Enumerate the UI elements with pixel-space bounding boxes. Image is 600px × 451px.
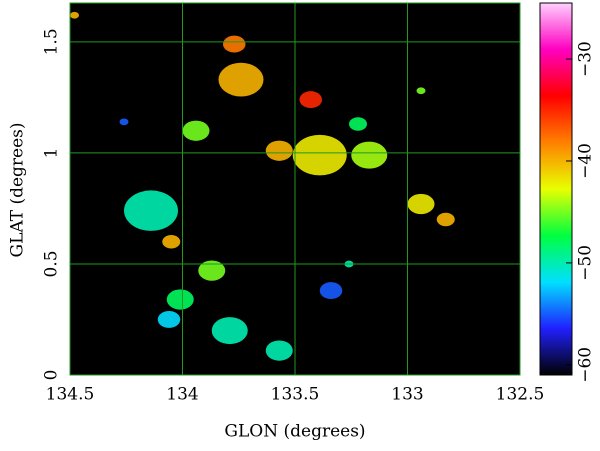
plot-frame [69, 2, 521, 376]
emission-region [292, 134, 347, 176]
x-tick-label: 134.5 [46, 385, 95, 405]
emission-region [416, 87, 426, 95]
emission-region [265, 140, 293, 161]
emission-region [218, 62, 264, 97]
emission-region [198, 260, 226, 281]
x-tick-label: 134 [166, 385, 198, 405]
x-tick-label: 132.5 [496, 385, 545, 405]
emission-region [157, 311, 181, 328]
colorbar [539, 2, 573, 376]
colorbar-tick-label: −30 [576, 41, 596, 77]
emission-region [162, 234, 181, 249]
emission-region [351, 141, 388, 169]
colorbar-tick-label: −40 [576, 143, 596, 179]
emission-region [119, 118, 129, 126]
emission-region [319, 282, 343, 300]
x-axis-label: GLON (degrees) [224, 422, 365, 442]
emission-region [182, 120, 210, 141]
emission-region [223, 35, 246, 53]
colorbar-tick-label: −50 [576, 245, 596, 281]
emission-region [124, 190, 178, 231]
emission-region [265, 340, 293, 361]
emission-region [166, 289, 194, 310]
y-axis-label: GLAT (degrees) [8, 122, 28, 257]
emission-region [436, 212, 455, 227]
x-tick-label: 133 [391, 385, 423, 405]
colorbar-tick-label: −60 [576, 347, 596, 383]
y-tick-label: 0 [42, 370, 62, 381]
emission-region [407, 193, 435, 215]
emission-region [349, 117, 367, 131]
emission-region [211, 317, 248, 345]
y-tick-label: 1.5 [42, 28, 62, 55]
emission-region [70, 11, 79, 19]
emission-region [299, 91, 322, 109]
y-tick-label: 1 [42, 147, 62, 158]
x-tick-label: 133.5 [271, 385, 320, 405]
y-tick-label: 0.5 [42, 250, 62, 277]
